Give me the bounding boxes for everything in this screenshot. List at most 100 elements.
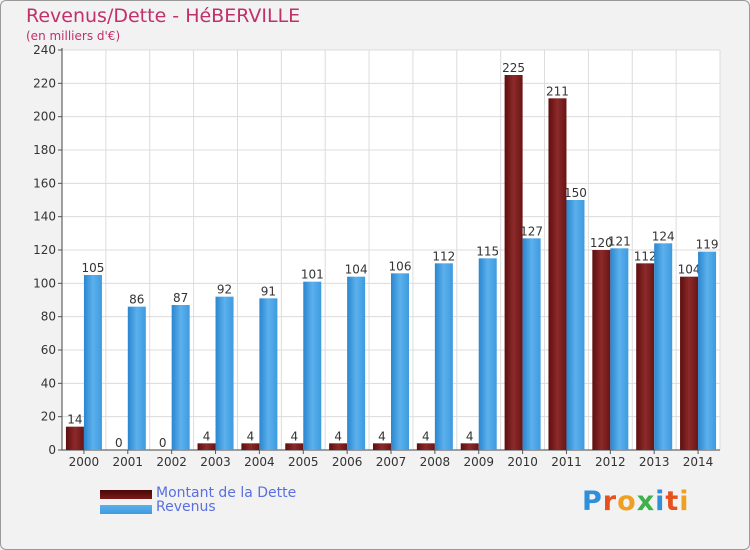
data-label-revenus: 112 — [432, 249, 455, 263]
y-tick-label: 180 — [33, 143, 56, 157]
x-tick-label: 2003 — [200, 455, 231, 469]
data-label-revenus: 105 — [81, 261, 104, 275]
bar-revenus — [478, 258, 497, 450]
logo-letter: x — [636, 486, 656, 517]
data-label-dette: 112 — [634, 249, 657, 263]
y-tick-label: 140 — [33, 210, 56, 224]
data-label-revenus: 106 — [389, 259, 412, 273]
bar-revenus — [610, 248, 629, 450]
logo-letter: t — [665, 486, 680, 517]
y-tick-label: 80 — [41, 310, 56, 324]
y-tick-label: 240 — [33, 43, 56, 57]
bar-revenus — [566, 200, 585, 450]
data-label-revenus: 119 — [696, 238, 719, 252]
data-label-dette: 0 — [115, 436, 123, 450]
x-tick-label: 2001 — [113, 455, 144, 469]
y-tick-label: 60 — [41, 343, 56, 357]
logo-letter: o — [617, 486, 637, 517]
x-tick-label: 2007 — [376, 455, 407, 469]
bar-revenus — [698, 251, 717, 450]
data-label-dette: 4 — [247, 429, 255, 443]
bar-dette — [680, 276, 699, 450]
bar-revenus — [171, 305, 190, 450]
bar-dette — [329, 443, 348, 450]
data-label-dette: 0 — [159, 436, 167, 450]
y-tick-label: 100 — [33, 276, 56, 290]
data-label-dette: 225 — [502, 61, 525, 75]
bar-dette — [460, 443, 479, 450]
data-label-revenus: 101 — [301, 268, 324, 282]
x-tick-label: 2010 — [507, 455, 538, 469]
logo-letter: i — [655, 486, 666, 517]
bar-dette — [373, 443, 391, 450]
data-label-dette: 120 — [590, 236, 613, 250]
bar-revenus — [303, 281, 322, 450]
bar-revenus — [83, 275, 102, 450]
bar-revenus — [127, 306, 146, 450]
data-label-revenus: 127 — [520, 224, 543, 238]
data-label-dette: 4 — [422, 429, 430, 443]
data-label-dette: 211 — [546, 84, 569, 98]
x-tick-label: 2000 — [69, 455, 100, 469]
bar-dette — [241, 443, 260, 450]
bar-dette — [197, 443, 216, 450]
y-tick-label: 220 — [33, 76, 56, 90]
x-tick-label: 2002 — [156, 455, 187, 469]
data-label-revenus: 121 — [608, 234, 631, 248]
bar-revenus — [654, 243, 673, 450]
chart-subtitle: (en milliers d'€) — [26, 29, 121, 43]
x-tick-label: 2004 — [244, 455, 275, 469]
y-tick-label: 20 — [41, 410, 56, 424]
x-tick-label: 2012 — [595, 455, 626, 469]
data-label-revenus: 150 — [564, 186, 587, 200]
bar-revenus — [522, 238, 541, 450]
x-tick-label: 2013 — [639, 455, 670, 469]
x-tick-label: 2009 — [463, 455, 494, 469]
logo-letter: P — [582, 486, 603, 517]
y-tick-label: 120 — [33, 243, 56, 257]
bar-revenus — [215, 296, 234, 450]
logo-letter: r — [602, 486, 618, 517]
data-label-revenus: 86 — [129, 293, 144, 307]
data-label-revenus: 124 — [652, 229, 675, 243]
bar-dette — [548, 98, 567, 450]
x-tick-label: 2005 — [288, 455, 319, 469]
data-label-revenus: 87 — [173, 291, 188, 305]
y-tick-label: 160 — [33, 176, 56, 190]
data-label-dette: 4 — [378, 429, 386, 443]
x-tick-label: 2006 — [332, 455, 363, 469]
data-label-dette: 14 — [67, 413, 82, 427]
data-label-dette: 4 — [466, 429, 474, 443]
bar-dette — [636, 263, 655, 450]
legend-label-dette: Montant de la Dette — [156, 485, 297, 501]
x-tick-label: 2011 — [551, 455, 582, 469]
bar-dette — [416, 443, 435, 450]
legend-swatch-dette — [100, 490, 152, 499]
bar-revenus — [434, 263, 453, 450]
chart-title: Revenus/Dette - HéBERVILLE — [26, 5, 301, 27]
bar-revenus — [259, 298, 278, 450]
bar-revenus — [391, 273, 409, 450]
bar-dette — [504, 75, 523, 450]
bar-dette — [285, 443, 304, 450]
data-label-dette: 4 — [203, 429, 211, 443]
data-label-revenus: 104 — [345, 263, 368, 277]
data-label-dette: 4 — [334, 429, 342, 443]
proxiti-logo: Proxiti — [582, 486, 690, 517]
x-tick-label: 2014 — [683, 455, 714, 469]
bar-dette — [65, 426, 84, 450]
legend-swatch-revenus — [100, 505, 152, 514]
data-label-dette: 4 — [290, 429, 298, 443]
data-label-dette: 104 — [678, 263, 701, 277]
bar-dette — [592, 250, 611, 450]
bar-revenus — [347, 276, 366, 450]
data-label-revenus: 115 — [476, 244, 499, 258]
legend-label-revenus: Revenus — [156, 499, 216, 515]
y-tick-label: 40 — [41, 376, 56, 390]
y-tick-label: 0 — [48, 443, 56, 457]
x-tick-label: 2008 — [420, 455, 451, 469]
data-label-revenus: 92 — [217, 283, 232, 297]
data-label-revenus: 91 — [261, 284, 276, 298]
logo-letter: i — [679, 486, 690, 517]
